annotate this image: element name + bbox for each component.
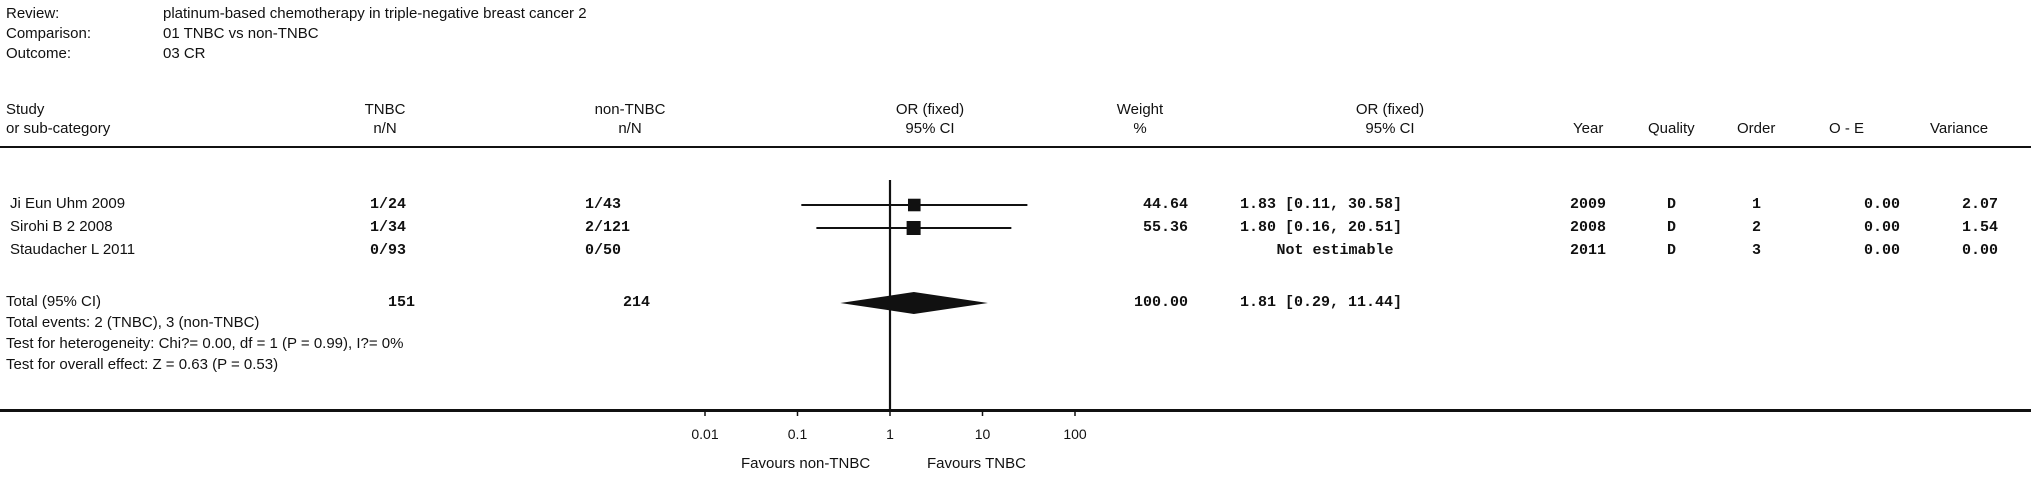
row-tnbc: 0/93 <box>370 242 407 259</box>
row-order: 2 <box>1752 219 1762 236</box>
col-quality: Quality <box>1648 120 1695 137</box>
header-rule <box>0 146 2031 148</box>
row-or-text: 1.80 [0.16, 20.51] <box>1240 219 1403 236</box>
comparison-value: 01 TNBC vs non-TNBC <box>163 25 319 42</box>
col-ortext-line2: 95% CI <box>1365 120 1415 137</box>
row-order: 3 <box>1752 242 1762 259</box>
row-variance: 1.54 <box>1961 219 1998 236</box>
review-label: Review: <box>6 5 60 22</box>
total-nontnbc: 214 <box>623 294 651 311</box>
col-tnbc-line2: n/N <box>373 120 397 137</box>
row-oe: 0.00 <box>1863 196 1900 213</box>
total-events: Total events: 2 (TNBC), 3 (non-TNBC) <box>6 314 260 331</box>
favours-left-label: Favours non-TNBC <box>741 455 871 472</box>
row-weight: 55.36 <box>1142 219 1188 236</box>
col-oe: O - E <box>1829 120 1865 137</box>
row-year: 2008 <box>1570 219 1607 236</box>
favours-right-label: Favours TNBC <box>927 455 1026 472</box>
row-nontnbc: 1/43 <box>585 196 622 213</box>
study-marker <box>906 221 921 235</box>
row-variance: 2.07 <box>1961 196 1998 213</box>
comparison-label: Comparison: <box>6 25 92 42</box>
col-orplot-line1: OR (fixed) <box>895 101 965 118</box>
total-or-text: 1.81 [0.29, 11.44] <box>1240 294 1403 311</box>
row-nontnbc: 2/121 <box>585 219 631 236</box>
col-ortext-line1: OR (fixed) <box>1355 101 1425 118</box>
col-ortext: OR (fixed) 95% CI <box>1310 100 1470 138</box>
x-tick-label: 0.01 <box>691 426 719 442</box>
col-study-line2: or sub-category <box>6 120 111 137</box>
footer-rule <box>0 409 2031 412</box>
row-order: 1 <box>1752 196 1762 213</box>
x-tick-label: 0.1 <box>787 426 808 442</box>
total-label: Total (95% CI) <box>6 293 102 310</box>
col-weight-line1: Weight <box>1116 101 1164 118</box>
row-year: 2009 <box>1570 196 1607 213</box>
total-tnbc: 151 <box>388 294 416 311</box>
row-or-text: Not estimable <box>1276 242 1394 259</box>
col-variance: Variance <box>1930 120 1989 137</box>
pooled-diamond <box>840 292 988 314</box>
col-nontnbc: non-TNBC n/N <box>570 100 690 138</box>
x-tick-label: 10 <box>974 426 991 442</box>
row-oe: 0.00 <box>1863 219 1900 236</box>
col-order: Order <box>1737 120 1776 137</box>
row-study: Ji Eun Uhm 2009 <box>10 195 126 212</box>
row-nontnbc: 0/50 <box>585 242 622 259</box>
heterogeneity-test: Test for heterogeneity: Chi?= 0.00, df =… <box>6 335 404 352</box>
col-weight: Weight % <box>1080 100 1200 138</box>
col-tnbc-line1: TNBC <box>364 101 406 118</box>
row-study: Sirohi B 2 2008 <box>10 218 113 235</box>
row-quality: D <box>1667 196 1677 213</box>
col-year: Year <box>1573 120 1604 137</box>
col-weight-line2: % <box>1133 120 1147 137</box>
col-tnbc: TNBC n/N <box>340 100 430 138</box>
total-weight: 100.00 <box>1133 294 1188 311</box>
x-tick-label: 100 <box>1063 426 1087 442</box>
outcome-label: Outcome: <box>6 45 72 62</box>
row-quality: D <box>1667 219 1677 236</box>
col-orplot: OR (fixed) 95% CI <box>860 100 1000 138</box>
row-tnbc: 1/24 <box>370 196 407 213</box>
study-marker <box>907 198 921 212</box>
col-study: Study or sub-category <box>6 100 110 138</box>
col-study-line1: Study <box>6 101 45 118</box>
row-oe: 0.00 <box>1863 242 1900 259</box>
col-nontnbc-line2: n/N <box>618 120 642 137</box>
row-or-text: 1.83 [0.11, 30.58] <box>1240 196 1403 213</box>
overall-effect-test: Test for overall effect: Z = 0.63 (P = 0… <box>6 356 279 373</box>
col-orplot-line2: 95% CI <box>905 120 955 137</box>
x-tick-label: 1 <box>886 426 894 442</box>
row-weight: 44.64 <box>1142 196 1188 213</box>
row-study: Staudacher L 2011 <box>10 241 136 258</box>
outcome-value: 03 CR <box>163 45 206 62</box>
row-year: 2011 <box>1570 242 1607 259</box>
row-tnbc: 1/34 <box>370 219 407 236</box>
review-value: platinum-based chemotherapy in triple-ne… <box>163 5 587 22</box>
row-variance: 0.00 <box>1961 242 1998 259</box>
col-nontnbc-line1: non-TNBC <box>594 101 666 118</box>
row-quality: D <box>1667 242 1677 259</box>
